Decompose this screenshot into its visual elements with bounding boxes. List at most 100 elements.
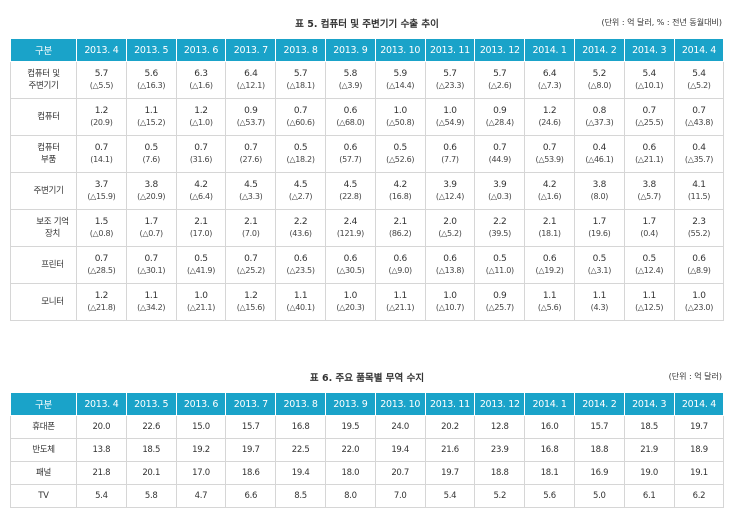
cell-value: 0.7 (244, 143, 258, 153)
data-cell: 18.0 (324, 461, 376, 485)
cell-value: 4.1 (692, 180, 706, 190)
cell-value: 3.7 (94, 180, 109, 190)
cell-value: 4.2 (393, 180, 407, 190)
cell-value: 6.4 (542, 69, 557, 79)
cell-change: (△34.2) (137, 303, 166, 312)
cell-value: 0.6 (542, 254, 557, 264)
data-cell: 4.7 (175, 484, 227, 508)
data-cell: 21.8 (76, 461, 127, 485)
data-cell: 1.2 (20.9) (76, 98, 127, 136)
data-cell: 5.4 (76, 484, 127, 508)
table6-title-row: 표 6. 주요 품목별 무역 수지 (단위 : 억 달러) (10, 366, 724, 386)
cell-change: (△54.9) (435, 118, 465, 127)
cell-change: (86.2) (389, 229, 412, 238)
data-cell: 18.8 (573, 438, 625, 462)
data-cell: 20.0 (76, 415, 127, 439)
data-cell: 1.2 (△1.0) (175, 98, 227, 136)
data-cell: 16.9 (573, 461, 625, 485)
cell-value: 0.7 (94, 254, 109, 264)
cell-value: 5.2 (592, 69, 607, 79)
data-cell: 1.1 (△5.6) (524, 283, 575, 321)
cell-change: (△50.8) (386, 118, 415, 127)
header-month: 2013. 6 (175, 38, 227, 62)
cell-value: 1.7 (642, 217, 656, 227)
cell-value: 5.6 (144, 69, 158, 79)
cell-change: (△30.5) (336, 266, 365, 275)
data-cell: 0.7 (14.1) (76, 135, 127, 173)
table-row: 컴퓨터 1.2 (20.9) 1.1 (△15.2) 1.2 (△1.0) 0.9 (△53.7… (10, 98, 725, 136)
header-month: 2013. 12 (474, 38, 526, 62)
cell-value: 0.5 (194, 254, 208, 264)
cell-value: 4.2 (542, 180, 557, 190)
cell-value: 1.7 (592, 217, 607, 227)
data-cell: 4.5 (△2.7) (275, 172, 326, 210)
data-cell: 2.1 (18.1) (524, 209, 575, 247)
header-month: 2013. 9 (324, 392, 376, 416)
data-cell: 5.4 (△5.2) (673, 61, 725, 99)
cell-change: (△25.2) (236, 266, 265, 275)
cell-value: 3.9 (443, 180, 457, 190)
data-cell: 0.5 (△3.1) (573, 246, 625, 284)
cell-value: 2.2 (493, 217, 507, 227)
cell-change: (△3.1) (587, 266, 612, 275)
data-cell: 5.6 (524, 484, 575, 508)
data-cell: 0.6 (△21.1) (623, 135, 675, 173)
table-row: 프린터 0.7 (△28.5) 0.7 (△30.1) 0.5 (△41.9) 0.7 (△25… (10, 246, 725, 284)
cell-change: (18.1) (538, 229, 561, 238)
table-row: 보조 기억 장치 1.5 (△0.8) 1.7 (△0.7) 2.1 (17.0) 2.1 (7… (10, 209, 725, 247)
cell-value: 2.0 (443, 217, 457, 227)
data-cell: 22.5 (275, 438, 326, 462)
data-cell: 0.9 (△28.4) (474, 98, 526, 136)
data-cell: 5.4 (424, 484, 476, 508)
table-row: TV 5.4 5.8 4.7 6.6 8.5 8.0 7.0 5.4 5.2 5.6 5.0 6.1 6.… (10, 484, 725, 508)
data-cell: 24.0 (374, 415, 426, 439)
cell-value: 1.7 (144, 217, 158, 227)
data-cell: 19.2 (175, 438, 227, 462)
header-month: 2014. 2 (573, 392, 625, 416)
cell-change: (△25.7) (485, 303, 514, 312)
cell-value: 1.2 (94, 106, 109, 116)
cell-value: 0.7 (194, 143, 208, 153)
data-cell: 0.5 (7.6) (125, 135, 177, 173)
cell-change: (△53.9) (535, 155, 564, 164)
data-cell: 0.6 (△13.8) (424, 246, 476, 284)
data-cell: 2.3 (55.2) (673, 209, 725, 247)
data-cell: 0.7 (△60.6) (275, 98, 326, 136)
data-cell: 8.0 (324, 484, 376, 508)
cell-change: (△37.3) (585, 118, 614, 127)
data-cell: 5.4 (△10.1) (623, 61, 675, 99)
data-cell: 4.2 (△1.6) (524, 172, 575, 210)
cell-change: (△5.2) (687, 81, 711, 90)
row-label: 휴대폰 (10, 415, 77, 439)
cell-value: 0.7 (144, 254, 158, 264)
cell-change: (△13.8) (435, 266, 465, 275)
header-month: 2013. 9 (324, 38, 376, 62)
data-cell: 0.7 (31.6) (175, 135, 227, 173)
cell-change: (△28.4) (485, 118, 514, 127)
cell-change: (△2.7) (288, 192, 313, 201)
data-cell: 2.4 (121.9) (324, 209, 376, 247)
data-cell: 1.0 (△50.8) (374, 98, 426, 136)
cell-value: 1.1 (542, 291, 557, 301)
header-month: 2013. 7 (225, 38, 277, 62)
cell-change: (4.3) (590, 303, 609, 312)
data-cell: 5.7 (△5.5) (76, 61, 127, 99)
row-label: 컴퓨터 및 주변기기 (10, 61, 77, 99)
data-cell: 0.7 (27.6) (225, 135, 277, 173)
cell-change: (△28.5) (87, 266, 116, 275)
cell-change: (△19.2) (535, 266, 564, 275)
cell-change: (△21.1) (635, 155, 664, 164)
table6-title: 표 6. 주요 품목별 무역 수지 (309, 373, 425, 384)
cell-change: (△7.3) (537, 81, 562, 90)
cell-change: (△5.6) (537, 303, 562, 312)
data-cell: 16.0 (524, 415, 575, 439)
data-cell: 3.8 (8.0) (573, 172, 625, 210)
cell-value: 1.1 (293, 291, 308, 301)
header-month: 2014. 2 (573, 38, 625, 62)
data-cell: 0.7 (△28.5) (76, 246, 127, 284)
data-cell: 0.6 (7.7) (424, 135, 476, 173)
data-cell: 20.2 (424, 415, 476, 439)
data-cell: 1.0 (△10.7) (424, 283, 476, 321)
data-cell: 19.0 (623, 461, 675, 485)
data-cell: 0.7 (44.9) (474, 135, 526, 173)
